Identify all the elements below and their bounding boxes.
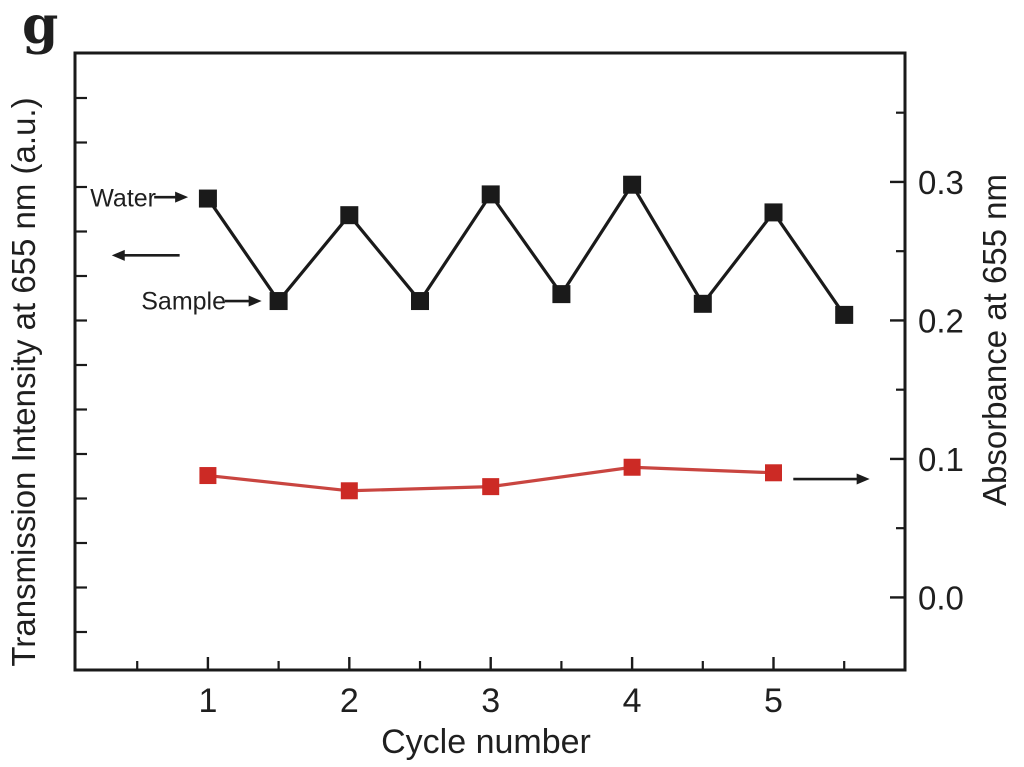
absorbance-marker bbox=[340, 482, 358, 500]
left-axis-title: Transmission Intensity at 655 nm (a.u.) bbox=[5, 97, 42, 667]
transmission-water-sample-cycles-marker bbox=[764, 203, 783, 222]
right-tick-label: 0.1 bbox=[918, 441, 964, 478]
right-tick-label: 0.2 bbox=[918, 302, 964, 339]
right-axis-arrow-head bbox=[856, 473, 870, 485]
absorbance-marker bbox=[623, 458, 641, 476]
transmission-water-sample-cycles-marker bbox=[835, 305, 854, 324]
x-tick-label: 2 bbox=[340, 682, 359, 720]
right-axis-title: Absorbance at 655 nm bbox=[976, 173, 1013, 507]
panel-letter-label: g bbox=[22, 0, 59, 56]
transmission-water-sample-cycles-marker bbox=[552, 285, 571, 304]
x-tick-label: 5 bbox=[764, 682, 783, 720]
left-axis-arrow-head bbox=[111, 249, 125, 261]
absorbance-marker bbox=[482, 478, 500, 496]
transmission-water-sample-cycles-marker bbox=[269, 292, 288, 311]
absorbance-marker bbox=[765, 464, 783, 482]
transmission-water-sample-cycles-marker bbox=[623, 175, 642, 194]
x-tick-label: 3 bbox=[481, 682, 500, 720]
absorbance-marker bbox=[199, 467, 217, 485]
transmission-water-sample-cycles-marker bbox=[481, 185, 500, 204]
transmission-water-sample-cycles-marker bbox=[411, 292, 430, 311]
x-axis-title: Cycle number bbox=[381, 723, 591, 761]
transmission-water-sample-cycles-line bbox=[206, 181, 846, 316]
transmission-water-sample-cycles-marker bbox=[198, 189, 217, 208]
right-tick-label: 0.0 bbox=[918, 579, 964, 616]
x-tick-label: 4 bbox=[623, 682, 642, 720]
right-tick-label: 0.3 bbox=[918, 164, 964, 201]
water-annotation-label: Water bbox=[90, 184, 156, 213]
sample-arrow-head bbox=[248, 295, 262, 307]
transmission-water-sample-cycles-marker bbox=[340, 206, 359, 225]
transmission-water-sample-cycles-marker bbox=[693, 294, 712, 313]
plot-frame bbox=[73, 51, 907, 672]
water-arrow-head bbox=[175, 191, 189, 203]
x-tick-label: 1 bbox=[198, 682, 217, 720]
sample-annotation-label: Sample bbox=[141, 287, 226, 316]
